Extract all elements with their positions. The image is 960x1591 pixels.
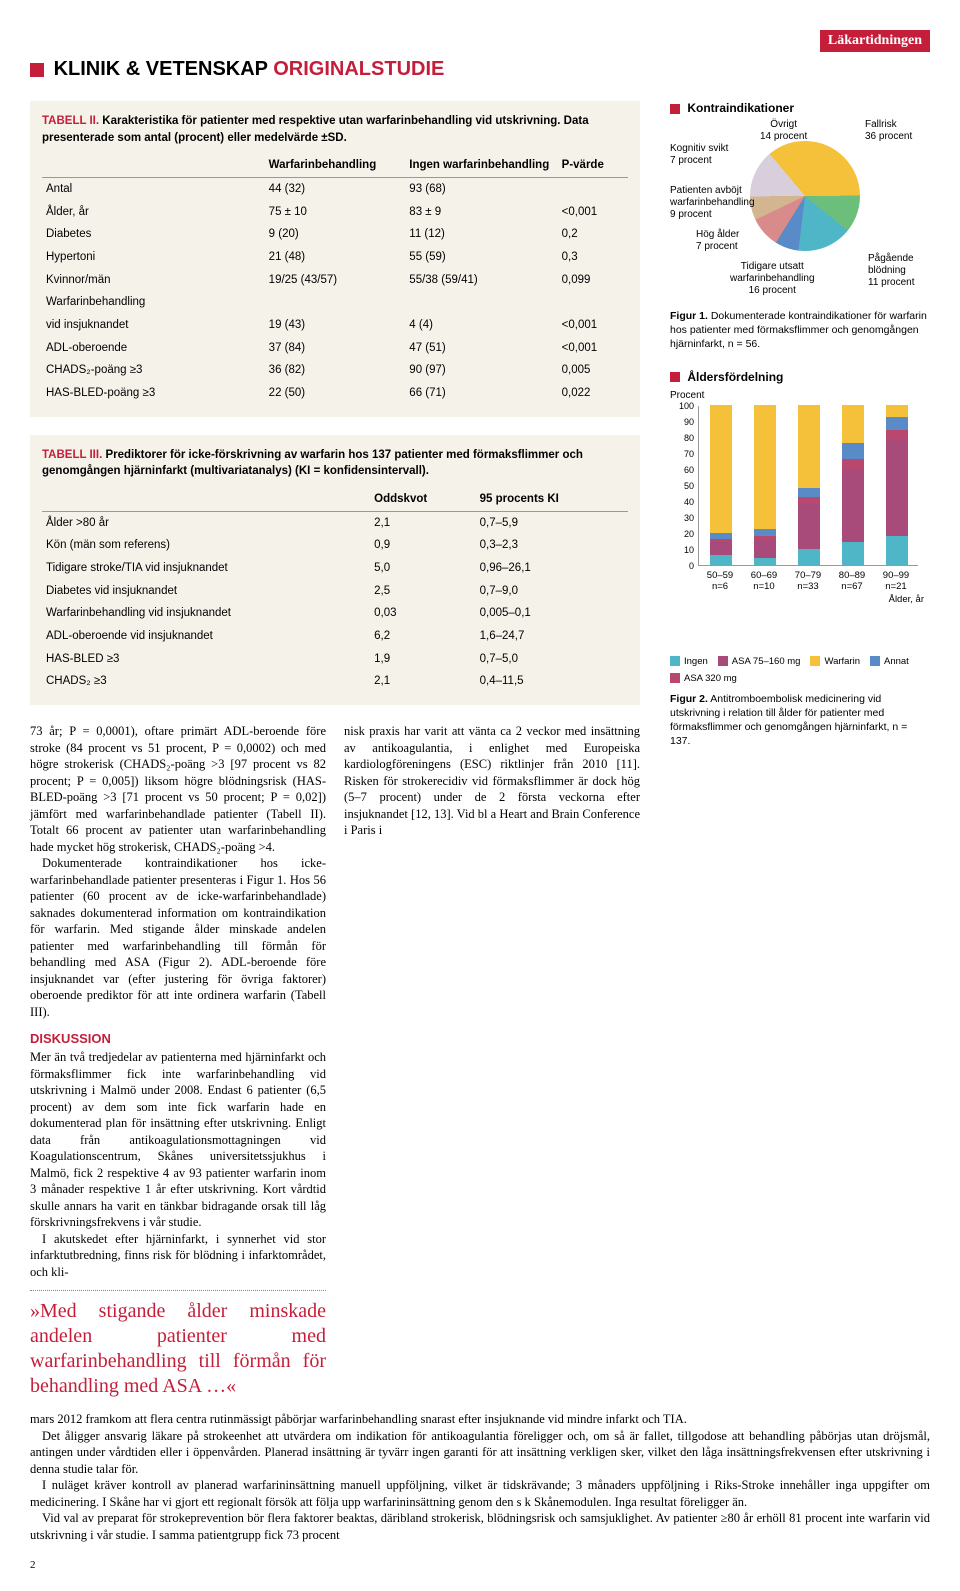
bar-ytick: 70 bbox=[670, 449, 694, 459]
bar-xlabel: 60–69n=10 bbox=[744, 570, 784, 593]
figure-2: Åldersfördelning Procent 0 10 20 30 40 50 60 70… bbox=[670, 370, 930, 749]
figure-1: Kontraindikationer Övrigt14 procent Fall… bbox=[670, 101, 930, 352]
figure-1-title-row: Kontraindikationer bbox=[670, 101, 930, 115]
body-p4: I akutskedet efter hjärninfarkt, i synne… bbox=[30, 1231, 326, 1281]
table-row: Warfarinbehandling vid insjuknandet0,030… bbox=[42, 602, 628, 625]
bar-ytick: 60 bbox=[670, 465, 694, 475]
bar-xlabel: 90–99n=21 bbox=[876, 570, 916, 593]
figure-1-red-square-icon bbox=[670, 104, 680, 114]
figure-1-title: Kontraindikationer bbox=[687, 101, 794, 115]
table-3-caption-text: Prediktorer för icke-förskrivning av war… bbox=[42, 449, 583, 478]
table-row: Kvinnor/män19/25 (43/57)55/38 (59/41)0,0… bbox=[42, 269, 628, 292]
figure-1-caption-text: Dokumenterade kontraindikationer för war… bbox=[670, 310, 927, 350]
body-p1: 73 år; P = 0,0001), oftare primärt ADL-b… bbox=[30, 723, 326, 855]
table-row: Diabetes vid insjuknandet2,50,7–9,0 bbox=[42, 580, 628, 603]
table-row: Hypertoni21 (48)55 (59)0,3 bbox=[42, 246, 628, 269]
table-2-grid: WarfarinbehandlingIngen warfarinbehandli… bbox=[42, 154, 628, 404]
figure-2-title: Åldersfördelning bbox=[687, 370, 783, 384]
bar-xlabel: 80–89n=67 bbox=[832, 570, 872, 593]
bar-ytick: 90 bbox=[670, 417, 694, 427]
figure-2-caption: Figur 2. Antitromboembolisk medicinering… bbox=[670, 692, 930, 749]
body-right: nisk praxis har varit att vänta ca 2 vec… bbox=[344, 723, 640, 1399]
table-3-caption: TABELL III. Prediktorer för icke-förskri… bbox=[42, 447, 628, 480]
brand-bar: Läkartidningen bbox=[30, 30, 930, 52]
table-row: Warfarinbehandling bbox=[42, 291, 628, 314]
table-3-grid: Oddskvot95 procents KIÅlder >80 år2,10,7… bbox=[42, 488, 628, 693]
bar-plot-area bbox=[698, 406, 918, 566]
bar-ytick: 20 bbox=[670, 529, 694, 539]
bar-ytick: 10 bbox=[670, 545, 694, 555]
figure-2-caption-bold: Figur 2. bbox=[670, 693, 708, 705]
figure-2-ylabel: Procent bbox=[670, 390, 704, 401]
table-row: CHADS₂ ≥32,10,4–11,5 bbox=[42, 670, 628, 693]
body-p5a: nisk praxis har varit att vänta ca 2 vec… bbox=[344, 723, 640, 839]
table-2-title: TABELL II. bbox=[42, 115, 99, 127]
bar-ytick: 30 bbox=[670, 513, 694, 523]
figure-2-red-square-icon bbox=[670, 372, 680, 382]
bar-ytick: 80 bbox=[670, 433, 694, 443]
pie-label-avbojt: Patienten avböjtwarfarinbehandling9 proc… bbox=[670, 185, 755, 221]
figure-2-bars: Procent 0 10 20 30 40 50 60 70 80 90 100 50–59n=66… bbox=[670, 390, 930, 620]
body-after-figures: mars 2012 framkom att flera centra rutin… bbox=[30, 1411, 930, 1543]
pie-label-kognitiv: Kognitiv svikt7 procent bbox=[670, 143, 728, 167]
body-p5b: mars 2012 framkom att flera centra rutin… bbox=[30, 1411, 930, 1428]
body-left: 73 år; P = 0,0001), oftare primärt ADL-b… bbox=[30, 723, 326, 1399]
bar-ytick: 0 bbox=[670, 561, 694, 571]
pie-label-hogalder: Hög ålder7 procent bbox=[696, 229, 739, 253]
pull-quote-divider bbox=[30, 1290, 326, 1291]
bar-xlabel: 70–79n=33 bbox=[788, 570, 828, 593]
pie-label-blodning: Pågåendeblödning11 procent bbox=[868, 253, 915, 289]
pull-quote: »Med stigande ålder minskade andelen pat… bbox=[30, 1299, 326, 1399]
table-row: Tidigare stroke/TIA vid insjuknandet5,00… bbox=[42, 557, 628, 580]
legend-item: ASA 320 mg bbox=[670, 673, 737, 684]
bar-xlabel: 50–59n=6 bbox=[700, 570, 740, 593]
legend-item: Ingen bbox=[670, 656, 708, 667]
table-2: TABELL II. Karakteristika för patienter … bbox=[30, 101, 640, 417]
pie-chart bbox=[750, 141, 860, 251]
section-header-suffix: ORIGINALSTUDIE bbox=[273, 58, 444, 80]
bar-ytick: 100 bbox=[670, 401, 694, 411]
table-3: TABELL III. Prediktorer för icke-förskri… bbox=[30, 435, 640, 705]
table-row: ADL-oberoende37 (84)47 (51)<0,001 bbox=[42, 337, 628, 360]
table-row: Ålder >80 år2,10,7–5,9 bbox=[42, 511, 628, 534]
body-p7: I nuläget kräver kontroll av planerad wa… bbox=[30, 1477, 930, 1510]
body-p6: Det åligger ansvarig läkare på strokeenh… bbox=[30, 1428, 930, 1478]
legend-item: ASA 75–160 mg bbox=[718, 656, 801, 667]
table-row: ADL-oberoende vid insjuknandet6,21,6–24,… bbox=[42, 625, 628, 648]
header-red-square-icon bbox=[30, 63, 44, 77]
discussion-heading: DISKUSSION bbox=[30, 1030, 326, 1047]
table-2-caption: TABELL II. Karakteristika för patienter … bbox=[42, 113, 628, 146]
figure-2-xlabel: Ålder, år bbox=[889, 594, 924, 605]
brand-logo: Läkartidningen bbox=[820, 30, 930, 52]
section-header-prefix: KLINIK & VETENSKAP bbox=[54, 58, 268, 80]
figure-1-pie: Övrigt14 procent Fallrisk36 procent Kogn… bbox=[670, 121, 930, 301]
figure-1-caption-bold: Figur 1. bbox=[670, 310, 708, 322]
bar-ytick: 50 bbox=[670, 481, 694, 491]
table-row: CHADS₂-poäng ≥336 (82)90 (97)0,005 bbox=[42, 359, 628, 382]
body-p3: Mer än två tredjedelar av patienterna me… bbox=[30, 1049, 326, 1231]
pie-label-ovrigt: Övrigt14 procent bbox=[760, 119, 807, 143]
table-3-title: TABELL III. bbox=[42, 449, 102, 461]
table-row: HAS-BLED ≥31,90,7–5,0 bbox=[42, 648, 628, 671]
pie-label-fallrisk: Fallrisk36 procent bbox=[865, 119, 912, 143]
table-2-caption-text: Karakteristika för patienter med respekt… bbox=[42, 115, 589, 144]
table-row: Antal44 (32)93 (68) bbox=[42, 178, 628, 201]
table-row: vid insjuknandet19 (43)4 (4)<0,001 bbox=[42, 314, 628, 337]
table-row: Kön (män som referens)0,90,3–2,3 bbox=[42, 534, 628, 557]
figure-2-legend: Ingen ASA 75–160 mg Warfarin Annat ASA 320 m… bbox=[670, 656, 930, 684]
table-row: Ålder, år75 ± 1083 ± 9<0,001 bbox=[42, 201, 628, 224]
figure-2-title-row: Åldersfördelning bbox=[670, 370, 930, 384]
legend-item: Annat bbox=[870, 656, 909, 667]
body-p8: Vid val av preparat för strokeprevention… bbox=[30, 1510, 930, 1543]
legend-item: Warfarin bbox=[810, 656, 860, 667]
body-p2: Dokumenterade kontraindikationer hos ick… bbox=[30, 855, 326, 1020]
table-row: Diabetes9 (20)11 (12)0,2 bbox=[42, 223, 628, 246]
pie-label-tidigare: Tidigare utsattwarfarinbehandling16 proc… bbox=[730, 261, 815, 297]
figure-1-caption: Figur 1. Dokumenterade kontraindikatione… bbox=[670, 309, 930, 352]
section-header: KLINIK & VETENSKAP ORIGINALSTUDIE bbox=[30, 58, 930, 81]
page-number: 2 bbox=[30, 1559, 930, 1571]
table-row: HAS-BLED-poäng ≥322 (50)66 (71)0,022 bbox=[42, 382, 628, 405]
bar-ytick: 40 bbox=[670, 497, 694, 507]
